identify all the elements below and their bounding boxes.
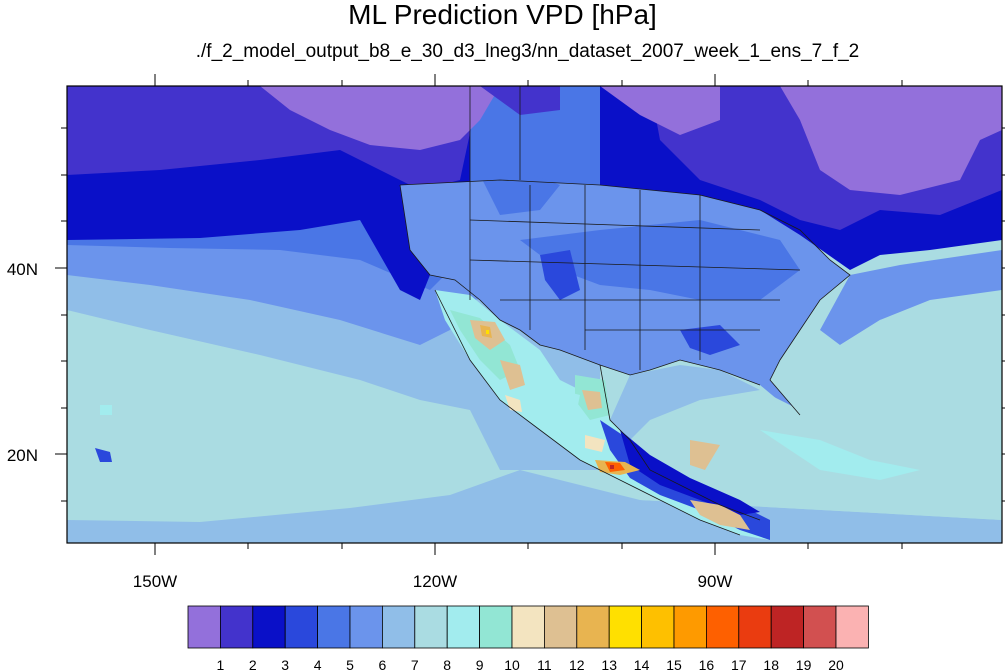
colorbar-label: 2 xyxy=(249,657,257,672)
colorbar-swatch xyxy=(738,605,772,649)
colorbar-label: 7 xyxy=(411,657,419,672)
colorbar-label: 8 xyxy=(443,657,451,672)
colorbar-label: 10 xyxy=(504,657,520,672)
vpd-field xyxy=(67,86,1002,543)
colorbar-swatch xyxy=(673,605,707,649)
colorbar-label: 4 xyxy=(314,657,322,672)
colorbar-swatch xyxy=(706,605,740,649)
colorbar-swatch xyxy=(414,605,448,649)
colorbar-swatch xyxy=(381,605,416,649)
colorbar-label: 6 xyxy=(379,657,387,672)
colorbar-swatch xyxy=(576,605,610,649)
colorbar-label: 16 xyxy=(699,657,715,672)
colorbar-swatch xyxy=(803,605,837,649)
lon-tick-label-90w: 90W xyxy=(698,572,733,591)
colorbar: 1 2 3 4 5 6 7 8 9 10 11 12 13 14 15 16 17 18 19 20 xyxy=(187,605,869,672)
colorbar-label: 5 xyxy=(346,657,354,672)
colorbar-label: 13 xyxy=(601,657,617,672)
colorbar-swatch xyxy=(317,605,351,649)
colorbar-label: 9 xyxy=(476,657,484,672)
page-title: ML Prediction VPD [hPa] xyxy=(348,0,657,30)
colorbar-swatch xyxy=(544,605,578,649)
colorbar-label: 3 xyxy=(281,657,289,672)
colorbar-swatch xyxy=(284,605,319,649)
axis-ticks xyxy=(55,74,1005,555)
colorbar-swatch xyxy=(511,605,545,649)
lat-tick-label-40n: 40N xyxy=(7,260,38,279)
page-subtitle: ./f_2_model_output_b8_e_30_d3_lneg3/nn_d… xyxy=(195,41,860,62)
colorbar-swatch xyxy=(770,605,805,649)
colorbar-swatch xyxy=(479,605,513,649)
colorbar-swatch xyxy=(446,605,481,649)
colorbar-swatch xyxy=(641,605,675,649)
colorbar-swatch xyxy=(608,605,643,649)
colorbar-label: 12 xyxy=(569,657,585,672)
colorbar-label: 19 xyxy=(796,657,812,672)
colorbar-label: 18 xyxy=(763,657,779,672)
colorbar-swatch xyxy=(835,605,869,649)
colorbar-label: 17 xyxy=(731,657,747,672)
lon-tick-label-120w: 120W xyxy=(413,572,457,591)
lat-tick-label-20n: 20N xyxy=(7,446,38,465)
colorbar-swatch xyxy=(252,605,286,649)
colorbar-label: 11 xyxy=(537,657,552,672)
colorbar-swatch xyxy=(219,605,254,649)
colorbar-swatch xyxy=(187,605,221,649)
colorbar-label: 14 xyxy=(634,657,650,672)
colorbar-label: 15 xyxy=(666,657,682,672)
colorbar-label: 1 xyxy=(217,657,225,672)
lon-tick-label-150w: 150W xyxy=(133,572,177,591)
colorbar-label: 20 xyxy=(828,657,844,672)
colorbar-swatch xyxy=(349,605,383,649)
